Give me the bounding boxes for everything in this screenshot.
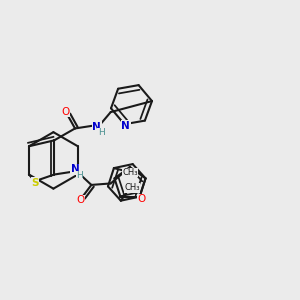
Text: N: N [122,121,130,131]
Text: N: N [70,164,80,174]
Text: CH₃: CH₃ [124,183,140,192]
Text: H: H [76,171,83,180]
Text: H: H [98,128,104,137]
Text: N: N [92,122,101,132]
Text: O: O [61,106,69,116]
Text: S: S [31,178,39,188]
Text: CH₃: CH₃ [122,168,138,177]
Text: O: O [76,195,84,206]
Text: O: O [138,194,146,204]
